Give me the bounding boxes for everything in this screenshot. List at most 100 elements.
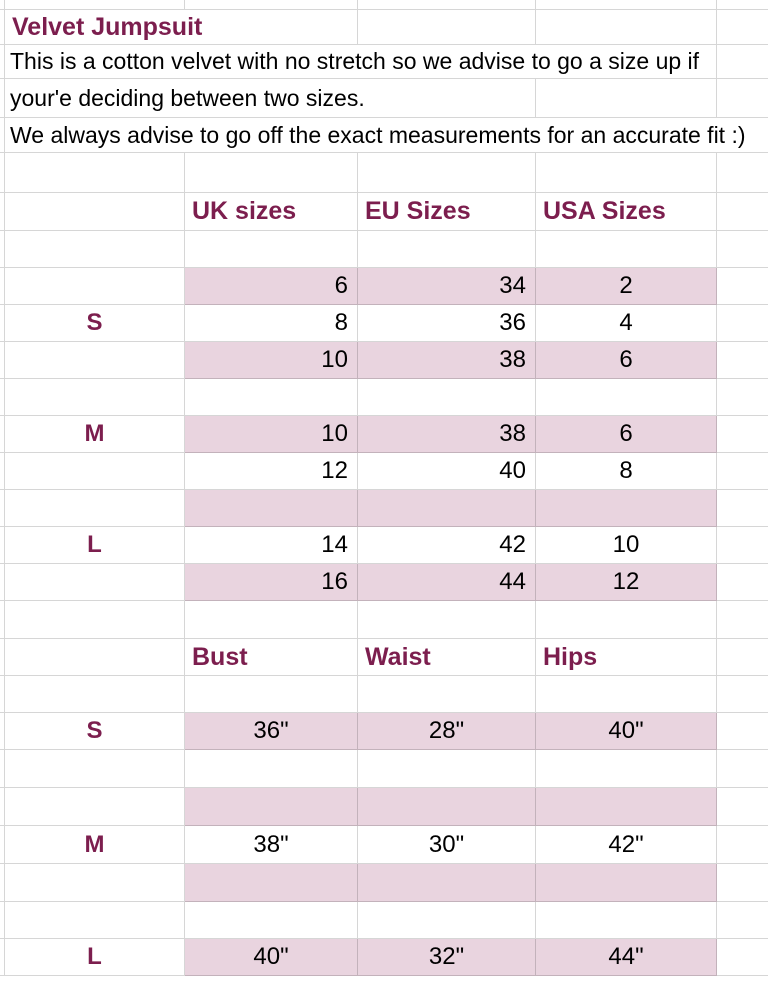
cell-B12 xyxy=(185,379,358,416)
uk-size-value: 14 xyxy=(185,527,358,564)
row-size-m2: 12 40 8 xyxy=(0,453,768,490)
cell-B18 xyxy=(185,601,358,639)
row-pink-empty-25 xyxy=(0,864,768,902)
cell-B5 xyxy=(185,118,358,153)
cell-D6 xyxy=(536,153,717,193)
cell-A12 xyxy=(5,379,185,416)
cell-pre25 xyxy=(0,864,5,902)
cell-D15 xyxy=(536,490,717,527)
cell-A23 xyxy=(5,788,185,826)
cell-pre7 xyxy=(0,193,5,231)
cell-E17 xyxy=(717,564,768,601)
cell-pre11 xyxy=(0,342,5,379)
cell-A6 xyxy=(5,153,185,193)
cell-E2 xyxy=(717,10,768,45)
cell-C4 xyxy=(358,79,536,118)
cell-C1 xyxy=(358,0,536,10)
cell-D23 xyxy=(536,788,717,826)
cell-pre17 xyxy=(0,564,5,601)
cell-E20 xyxy=(717,676,768,713)
page-title: Velvet Jumpsuit xyxy=(12,13,203,41)
cell-A2 xyxy=(5,10,185,45)
cell-E12 xyxy=(717,379,768,416)
cell-A25 xyxy=(5,864,185,902)
row-empty-22 xyxy=(0,750,768,788)
size-label-m: M xyxy=(5,416,185,453)
cell-D4 xyxy=(536,79,717,118)
description-line-3: We always advise to go off the exact mea… xyxy=(10,122,746,148)
cell-B1 xyxy=(185,0,358,10)
cell-A17 xyxy=(5,564,185,601)
row-size-m1: M 10 38 6 xyxy=(0,416,768,453)
description-line-2: your'e deciding between two sizes. xyxy=(10,85,365,111)
row-size-headers: UK sizes EU Sizes USA Sizes xyxy=(0,193,768,231)
cell-E25 xyxy=(717,864,768,902)
cell-C25 xyxy=(358,864,536,902)
cell-B28 xyxy=(185,976,358,998)
cell-E11 xyxy=(717,342,768,379)
cell-pre1 xyxy=(0,0,5,10)
cell-E24 xyxy=(717,826,768,864)
cell-D26 xyxy=(536,902,717,939)
measure-label-l: L xyxy=(5,939,185,976)
cell-D3 xyxy=(536,45,717,79)
row-empty-18 xyxy=(0,601,768,639)
row-measure-m: M 38" 30" 42" xyxy=(0,826,768,864)
measure-label-s: S xyxy=(5,713,185,750)
cell-B2 xyxy=(185,10,358,45)
cell-D5 xyxy=(536,118,717,153)
cell-pre21 xyxy=(0,713,5,750)
measure-label-m: M xyxy=(5,826,185,864)
row-empty-12 xyxy=(0,379,768,416)
cell-pre19 xyxy=(0,639,5,676)
cell-C8 xyxy=(358,231,536,268)
uk-size-value: 6 xyxy=(185,268,358,305)
cell-E27 xyxy=(717,939,768,976)
waist-header: Waist xyxy=(358,639,536,676)
cell-A4 xyxy=(5,79,185,118)
cell-C3 xyxy=(358,45,536,79)
cell-pre10 xyxy=(0,305,5,342)
cell-E7 xyxy=(717,193,768,231)
cell-E21 xyxy=(717,713,768,750)
cell-pre22 xyxy=(0,750,5,788)
row-empty-26 xyxy=(0,902,768,939)
eu-size-value: 44 xyxy=(358,564,536,601)
cell-C28 xyxy=(358,976,536,998)
usa-size-value: 2 xyxy=(536,268,717,305)
cell-E8 xyxy=(717,231,768,268)
row-empty-20 xyxy=(0,676,768,713)
cell-pre26 xyxy=(0,902,5,939)
row-size-l2: 16 44 12 xyxy=(0,564,768,601)
uk-size-value: 10 xyxy=(185,416,358,453)
cell-A9 xyxy=(5,268,185,305)
cell-pre5 xyxy=(0,118,5,153)
cell-E1 xyxy=(717,0,768,10)
cell-pre13 xyxy=(0,416,5,453)
cell-E23 xyxy=(717,788,768,826)
cell-B25 xyxy=(185,864,358,902)
waist-value: 32" xyxy=(358,939,536,976)
bust-value: 36" xyxy=(185,713,358,750)
cell-C2 xyxy=(358,10,536,45)
cell-D2 xyxy=(536,10,717,45)
cell-B26 xyxy=(185,902,358,939)
hips-value: 40" xyxy=(536,713,717,750)
cell-B8 xyxy=(185,231,358,268)
row-desc-3: We always advise to go off the exact mea… xyxy=(0,118,768,153)
cell-E10 xyxy=(717,305,768,342)
row-1-partial xyxy=(0,0,768,10)
cell-B23 xyxy=(185,788,358,826)
cell-A18 xyxy=(5,601,185,639)
row-size-l1: L 14 42 10 xyxy=(0,527,768,564)
hips-value: 42" xyxy=(536,826,717,864)
size-label-l: L xyxy=(5,527,185,564)
cell-pre3 xyxy=(0,45,5,79)
row-measure-headers: Bust Waist Hips xyxy=(0,639,768,676)
row-size-s3: 10 38 6 xyxy=(0,342,768,379)
cell-E26 xyxy=(717,902,768,939)
description-line-1: This is a cotton velvet with no stretch … xyxy=(10,48,700,74)
cell-E19 xyxy=(717,639,768,676)
cell-pre16 xyxy=(0,527,5,564)
